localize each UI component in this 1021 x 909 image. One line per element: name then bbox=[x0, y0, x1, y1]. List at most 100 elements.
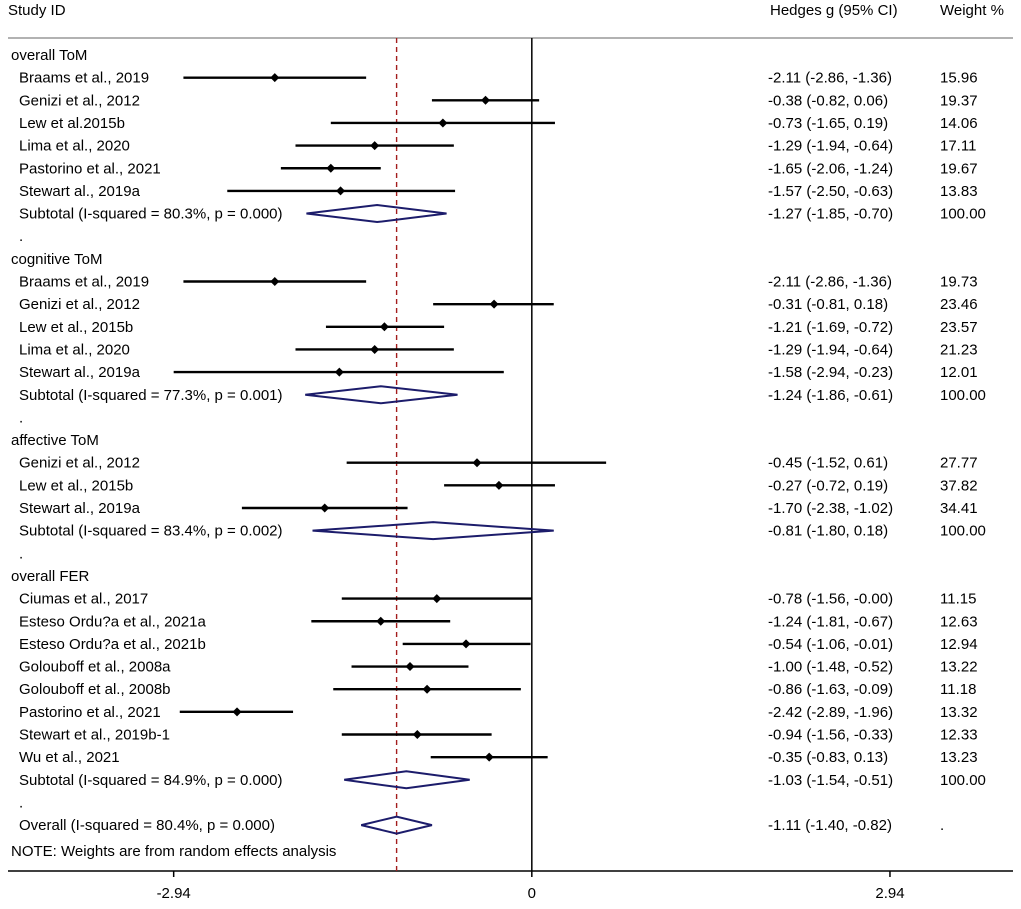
row-label: Esteso Ordu?a et al., 2021b bbox=[19, 636, 206, 653]
row-weight-value: 100.00 bbox=[940, 523, 986, 540]
row-ci-value: -0.54 (-1.06, -0.01) bbox=[768, 636, 893, 653]
row-label: Golouboff et al., 2008b bbox=[19, 681, 171, 698]
row-ci-value: -2.42 (-2.89, -1.96) bbox=[768, 704, 893, 721]
row-weight-value: . bbox=[940, 817, 944, 834]
row-ci-value: -0.73 (-1.65, 0.19) bbox=[768, 115, 888, 132]
row-ci-value: -2.11 (-2.86, -1.36) bbox=[768, 274, 892, 291]
spacer-dot: . bbox=[19, 794, 23, 811]
row-ci-value: -1.27 (-1.85, -0.70) bbox=[768, 206, 893, 223]
point-estimate bbox=[494, 480, 504, 490]
row-ci-value: -0.78 (-1.56, -0.00) bbox=[768, 591, 893, 608]
row-label: Subtotal (I-squared = 83.4%, p = 0.002) bbox=[19, 523, 283, 540]
point-estimate bbox=[489, 299, 499, 309]
row-ci-value: -1.24 (-1.86, -0.61) bbox=[768, 387, 893, 404]
row-weight-value: 17.11 bbox=[940, 138, 976, 155]
row-ci-value: -0.35 (-0.83, 0.13) bbox=[768, 749, 888, 766]
plot-marks bbox=[173, 73, 607, 835]
row-ci-value: -1.65 (-2.06, -1.24) bbox=[768, 160, 893, 177]
point-estimate bbox=[370, 344, 380, 354]
group-label: overall ToM bbox=[11, 47, 87, 64]
header-hedges-g: Hedges g (95% CI) bbox=[770, 2, 898, 19]
row-ci-value: -1.70 (-2.38, -1.02) bbox=[768, 500, 893, 517]
row-label: Genizi et al., 2012 bbox=[19, 296, 140, 313]
row-ci-value: -1.24 (-1.81, -0.67) bbox=[768, 613, 893, 630]
row-weight-value: 27.77 bbox=[940, 455, 978, 472]
row-weight-value: 23.46 bbox=[940, 296, 978, 313]
row-label: Genizi et al., 2012 bbox=[19, 92, 140, 109]
point-estimate bbox=[376, 616, 386, 626]
point-estimate bbox=[270, 277, 280, 286]
row-ci-value: -0.38 (-0.82, 0.06) bbox=[768, 92, 888, 109]
point-estimate bbox=[461, 639, 471, 649]
row-weight-value: 19.67 bbox=[940, 160, 978, 177]
row-label: Lima et al., 2020 bbox=[19, 341, 130, 358]
row-label: Braams et al., 2019 bbox=[19, 70, 149, 87]
point-estimate bbox=[405, 662, 415, 672]
row-weight-value: 13.32 bbox=[940, 704, 978, 721]
row-label: Golouboff et al., 2008a bbox=[19, 659, 171, 676]
row-ci-value: -0.27 (-0.72, 0.19) bbox=[768, 477, 888, 494]
row-label: Lima et al., 2020 bbox=[19, 138, 130, 155]
header-study-id: Study ID bbox=[8, 2, 66, 19]
row-ci-value: -1.58 (-2.94, -0.23) bbox=[768, 364, 893, 381]
row-weight-value: 12.94 bbox=[940, 636, 978, 653]
row-label: Genizi et al., 2012 bbox=[19, 455, 140, 472]
row-label: Subtotal (I-squared = 77.3%, p = 0.001) bbox=[19, 387, 283, 404]
row-weight-value: 13.23 bbox=[940, 749, 978, 766]
row-weight-value: 12.63 bbox=[940, 613, 978, 630]
row-ci-value: -1.03 (-1.54, -0.51) bbox=[768, 772, 893, 789]
row-ci-value: -0.45 (-1.52, 0.61) bbox=[768, 455, 888, 472]
point-estimate bbox=[336, 186, 346, 196]
header-weight: Weight % bbox=[940, 2, 1004, 19]
point-estimate bbox=[422, 684, 432, 694]
row-label: Lew et al.2015b bbox=[19, 115, 125, 132]
row-label: Subtotal (I-squared = 80.3%, p = 0.000) bbox=[19, 206, 283, 223]
point-estimate bbox=[438, 118, 448, 128]
spacer-dot: . bbox=[19, 228, 23, 245]
row-weight-value: 13.83 bbox=[940, 183, 978, 200]
row-weight-value: 34.41 bbox=[940, 500, 978, 517]
row-ci-value: -1.21 (-1.69, -0.72) bbox=[768, 319, 893, 336]
row-ci-value: -0.81 (-1.80, 0.18) bbox=[768, 523, 888, 540]
point-estimate bbox=[270, 73, 280, 83]
row-ci-value: -0.31 (-0.81, 0.18) bbox=[768, 296, 888, 313]
x-tick-label: 0 bbox=[528, 885, 536, 902]
row-ci-value: -1.11 (-1.40, -0.82) bbox=[768, 817, 892, 834]
point-estimate bbox=[432, 594, 442, 604]
row-weight-value: 11.15 bbox=[940, 591, 976, 608]
row-ci-value: -1.29 (-1.94, -0.64) bbox=[768, 341, 893, 358]
row-ci-value: -1.00 (-1.48, -0.52) bbox=[768, 659, 893, 676]
row-label: Lew et al., 2015b bbox=[19, 477, 133, 494]
row-label: Wu et al., 2021 bbox=[19, 749, 120, 766]
row-label: Ciumas et al., 2017 bbox=[19, 591, 148, 608]
x-tick-label: 2.94 bbox=[875, 885, 904, 902]
subtotal-diamond bbox=[305, 385, 458, 405]
row-label: Esteso Ordu?a et al., 2021a bbox=[19, 613, 206, 630]
row-label: Stewart al., 2019a bbox=[19, 364, 141, 381]
point-estimate bbox=[326, 163, 336, 173]
row-label: Overall (I-squared = 80.4%, p = 0.000) bbox=[19, 817, 275, 834]
row-ci-value: -0.94 (-1.56, -0.33) bbox=[768, 727, 893, 744]
weights-note: NOTE: Weights are from random effects an… bbox=[11, 843, 336, 860]
group-label: overall FER bbox=[11, 568, 90, 585]
subtotal-diamond bbox=[306, 204, 447, 224]
x-axis: -2.94 0 2.94 bbox=[157, 871, 905, 902]
point-estimate bbox=[320, 503, 330, 513]
point-estimate bbox=[472, 458, 482, 468]
group-label: cognitive ToM bbox=[11, 251, 102, 268]
spacer-dot: . bbox=[19, 409, 23, 426]
row-weight-value: 37.82 bbox=[940, 477, 978, 494]
row-weight-value: 11.18 bbox=[940, 681, 976, 698]
row-weight-value: 14.06 bbox=[940, 115, 978, 132]
row-weight-value: 100.00 bbox=[940, 387, 986, 404]
group-label: affective ToM bbox=[11, 432, 99, 449]
x-tick-label: -2.94 bbox=[157, 885, 191, 902]
point-estimate bbox=[232, 707, 242, 717]
row-weight-value: 100.00 bbox=[940, 772, 986, 789]
row-label: Stewart et al., 2019b-1 bbox=[19, 727, 170, 744]
point-estimate bbox=[334, 367, 344, 377]
row-weight-value: 12.01 bbox=[940, 364, 978, 381]
row-ci-value: -1.57 (-2.50, -0.63) bbox=[768, 183, 893, 200]
row-weight-value: 21.23 bbox=[940, 341, 978, 358]
